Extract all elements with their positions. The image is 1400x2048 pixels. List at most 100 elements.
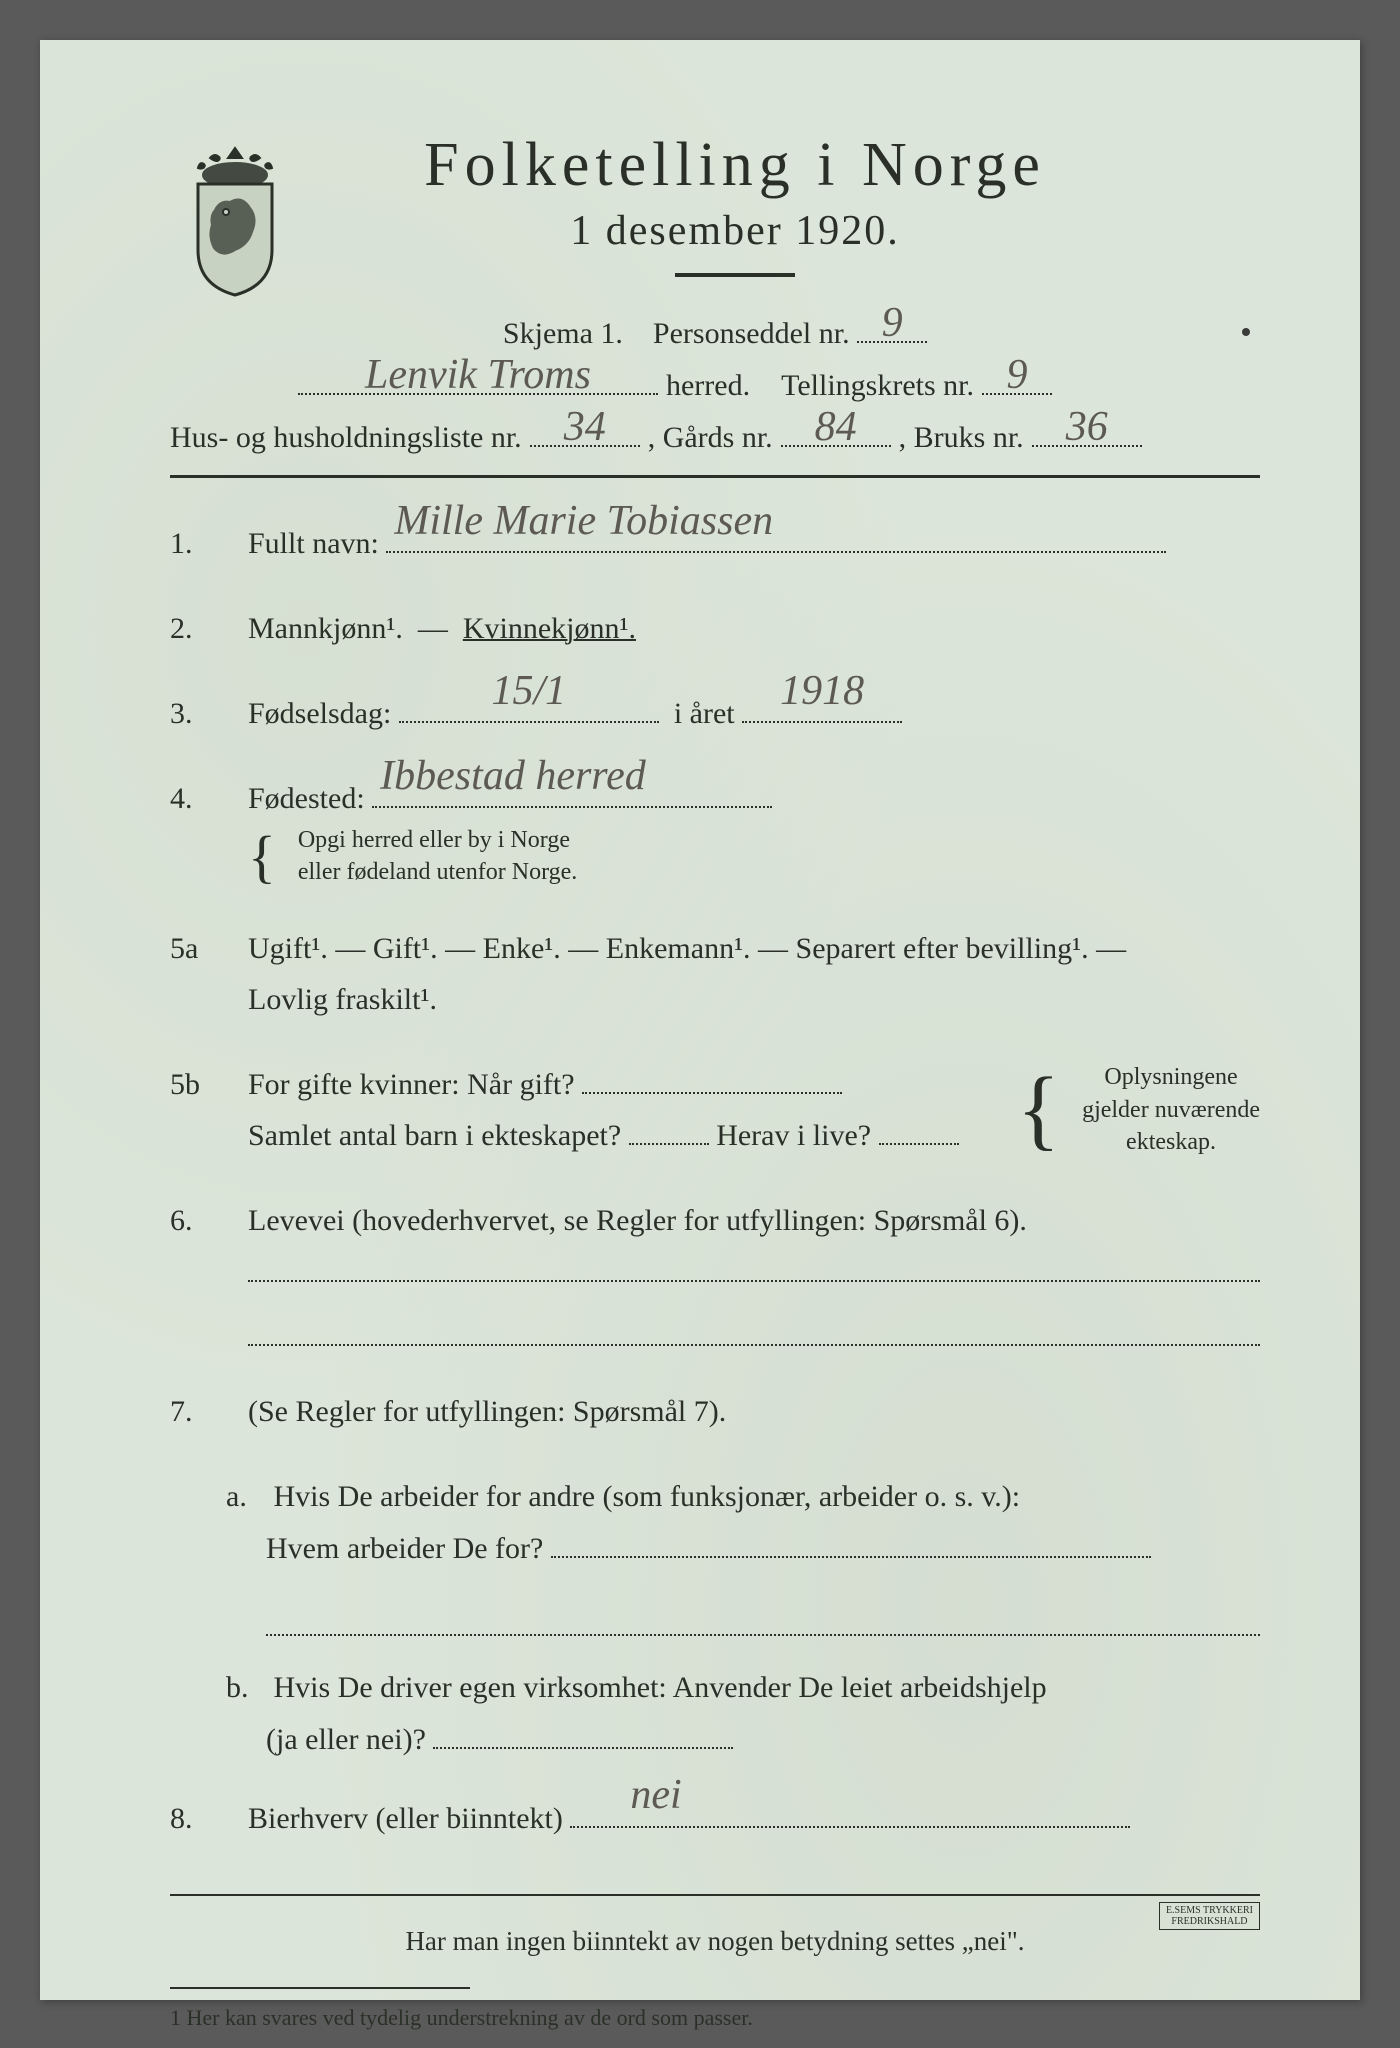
q3-year-field: 1918 <box>742 721 902 723</box>
q6-line2 <box>248 1316 1260 1346</box>
q5b-l2a: Samlet antal barn i ekteskapet? <box>248 1119 621 1152</box>
bruks-nr-field: 36 <box>1032 445 1142 447</box>
q1-field: Mille Marie Tobiassen <box>386 551 1166 553</box>
q7b-1: Hvis De driver egen virksomhet: Anvender… <box>274 1671 1047 1704</box>
q6-num: 6. <box>170 1195 224 1346</box>
q5b-barn-field <box>629 1143 709 1145</box>
q1-num: 1. <box>170 518 224 569</box>
q2: 2. Mannkjønn¹. — Kvinnekjønn¹. <box>170 603 1260 654</box>
q7b: b. Hvis De driver egen virksomhet: Anven… <box>226 1662 1260 1767</box>
q7: 7. (Se Regler for utfyllingen: Spørsmål … <box>170 1386 1260 1437</box>
herred-value: Lenvik Troms <box>298 351 658 399</box>
skjema-label: Skjema 1. <box>503 317 623 350</box>
personseddel-nr-field: 9 <box>857 341 927 343</box>
q8-field: nei <box>570 1826 1130 1828</box>
q5b-live-field <box>879 1143 959 1145</box>
q4: 4. Fødested: Ibbestad herred { Opgi herr… <box>170 773 1260 889</box>
hus-nr-field: 34 <box>530 445 640 447</box>
q4-note1: Opgi herred eller by i Norge <box>298 827 570 853</box>
q4-field: Ibbestad herred <box>372 806 772 808</box>
q5a-num: 5a <box>170 923 224 1025</box>
personseddel-nr: 9 <box>857 299 927 347</box>
q5b-l2b: Herav i live? <box>716 1119 871 1152</box>
q7a-1: Hvis De arbeider for andre (som funksjon… <box>274 1480 1021 1513</box>
q3-year: 1918 <box>742 656 902 727</box>
q6-line1 <box>248 1252 1260 1282</box>
footnote-rule <box>170 1987 470 1989</box>
q3-label: Fødselsdag: <box>248 697 391 730</box>
q2-dash: — <box>418 612 448 645</box>
q1-value: Mille Marie Tobiassen <box>394 486 1166 557</box>
q5b-l1: For gifte kvinner: Når gift? <box>248 1068 575 1101</box>
q8-value: nei <box>630 1760 1130 1831</box>
q6: 6. Levevei (hovederhvervet, se Regler fo… <box>170 1195 1260 1346</box>
q7a-field2 <box>266 1606 1260 1636</box>
stamp-line1: E.SEMS TRYKKERI <box>1166 1905 1253 1916</box>
header-rule <box>170 475 1260 478</box>
q7a-field1 <box>551 1556 1151 1558</box>
q4-num: 4. <box>170 773 224 889</box>
q4-value: Ibbestad herred <box>380 741 772 812</box>
q5b-b3: ekteskap. <box>1126 1129 1216 1155</box>
q3: 3. Fødselsdag: 15/1 i året 1918 <box>170 688 1260 739</box>
q7b-2: (ja eller nei)? <box>266 1723 426 1756</box>
q5b-b1: Oplysningene <box>1104 1064 1237 1090</box>
brace-icon: { <box>248 832 276 881</box>
q7b-field <box>433 1747 733 1749</box>
q7b-lab: b. <box>226 1662 266 1715</box>
printer-stamp: E.SEMS TRYKKERI FREDRIKSHALD <box>1159 1902 1260 1930</box>
q8: 8. Bierhverv (eller biinntekt) nei <box>170 1793 1260 1844</box>
subtitle: 1 desember 1920. <box>330 207 1140 255</box>
q4-brace: { Opgi herred eller by i Norge eller fød… <box>248 824 1260 889</box>
header: Folketelling i Norge 1 desember 1920. <box>170 130 1260 307</box>
q5b-b2: gjelder nuværende <box>1082 1097 1260 1123</box>
q7-text: (Se Regler for utfyllingen: Spørsmål 7). <box>248 1395 726 1428</box>
q5b-num: 5b <box>170 1059 224 1161</box>
meta-herred-line: Lenvik Troms herred. Tellingskrets nr. 9 <box>170 369 1260 403</box>
q3-day-field: 15/1 <box>399 721 659 723</box>
brace-icon-2: { <box>1017 1072 1060 1149</box>
q5b: 5b For gifte kvinner: Når gift? Samlet a… <box>170 1059 1260 1161</box>
coat-of-arms <box>170 140 300 300</box>
q3-num: 3. <box>170 688 224 739</box>
q2-mann: Mannkjønn¹. <box>248 612 403 645</box>
stamp-line2: FREDRIKSHALD <box>1171 1916 1247 1927</box>
q1: 1. Fullt navn: Mille Marie Tobiassen <box>170 518 1260 569</box>
q5a-text2: Lovlig fraskilt¹. <box>248 983 437 1016</box>
q7a-lab: a. <box>226 1471 266 1524</box>
gards-label: , Gårds nr. <box>648 421 773 455</box>
herred-label: herred. <box>666 369 750 403</box>
q2-num: 2. <box>170 603 224 654</box>
q5a-text: Ugift¹. — Gift¹. — Enke¹. — Enkemann¹. —… <box>248 932 1126 965</box>
herred-field: Lenvik Troms <box>298 393 658 395</box>
q2-kvinne: Kvinnekjønn¹. <box>463 612 636 645</box>
bruks-nr: 36 <box>1032 403 1142 451</box>
hus-label: Hus- og husholdningsliste nr. <box>170 421 522 455</box>
census-form-page: Folketelling i Norge 1 desember 1920. Sk… <box>40 40 1360 2000</box>
personseddel-label: Personseddel nr. <box>653 317 850 350</box>
bottom-rule <box>170 1894 1260 1896</box>
title-block: Folketelling i Norge 1 desember 1920. <box>330 130 1260 307</box>
gards-nr: 84 <box>781 403 891 451</box>
meta-skjema-line: Skjema 1. Personseddel nr. 9 <box>170 317 1260 351</box>
tellingskrets-nr: 9 <box>982 351 1052 399</box>
meta-hus-line: Hus- og husholdningsliste nr. 34 , Gårds… <box>170 421 1260 455</box>
q8-label: Bierhverv (eller biinntekt) <box>248 1802 563 1835</box>
q4-label: Fødested: <box>248 782 365 815</box>
bruks-label: , Bruks nr. <box>899 421 1024 455</box>
q4-note2: eller fødeland utenfor Norge. <box>298 859 577 885</box>
q6-text: Levevei (hovederhvervet, se Regler for u… <box>248 1204 1027 1237</box>
q5b-brace: { Oplysningene gjelder nuværende ekteska… <box>1017 1061 1260 1158</box>
main-title: Folketelling i Norge <box>330 130 1140 201</box>
q8-num: 8. <box>170 1793 224 1844</box>
q5a: 5a Ugift¹. — Gift¹. — Enke¹. — Enkemann¹… <box>170 923 1260 1025</box>
q7a: a. Hvis De arbeider for andre (som funks… <box>226 1471 1260 1636</box>
title-rule <box>675 273 795 277</box>
nei-note: Har man ingen biinntekt av nogen betydni… <box>170 1926 1260 1957</box>
q5b-gift-field <box>582 1092 842 1094</box>
footnote: 1 Her kan svares ved tydelig understrekn… <box>170 2005 1260 2031</box>
hus-nr: 34 <box>530 403 640 451</box>
tellingskrets-label: Tellingskrets nr. <box>781 369 974 403</box>
tellingskrets-field: 9 <box>982 393 1052 395</box>
q7a-2: Hvem arbeider De for? <box>266 1532 543 1565</box>
